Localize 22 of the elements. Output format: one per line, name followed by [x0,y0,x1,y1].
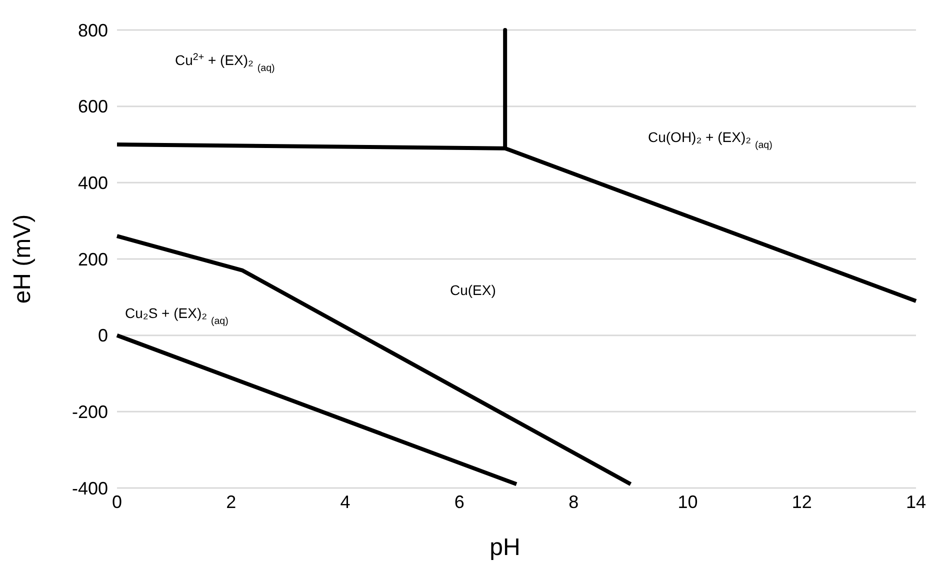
x-tick-label: 12 [792,492,812,512]
y-axis-title: eH (mV) [9,214,36,304]
y-tick-label: 800 [78,20,108,40]
x-tick-label: 10 [678,492,698,512]
annotation: Cu(EX) [450,282,496,298]
x-tick-label: 0 [112,492,122,512]
y-tick-label: -200 [72,402,108,422]
y-tick-label: 0 [98,326,108,346]
annotation: Cu(OH)₂ + (EX)₂ $_{(aq)}$ [648,129,772,150]
x-tick-label: 14 [906,492,926,512]
x-tick-label: 8 [568,492,579,512]
y-tick-label: 400 [78,172,108,193]
x-axis-title: pH [490,534,520,561]
x-tick-label: 2 [226,492,236,512]
y-tick-label: -400 [72,478,108,498]
x-tick-label: 4 [340,492,350,512]
line-series [115,28,918,303]
y-tick-label: 600 [78,96,108,117]
annotation: Cu₂S + (EX)₂ $_{(aq)}$ [125,305,228,326]
annotation: Cu$^{2+}$ + (EX)₂ $_{(aq)}$ [175,52,275,74]
x-tick-label: 6 [454,492,464,512]
y-tick-label: 200 [78,249,108,270]
